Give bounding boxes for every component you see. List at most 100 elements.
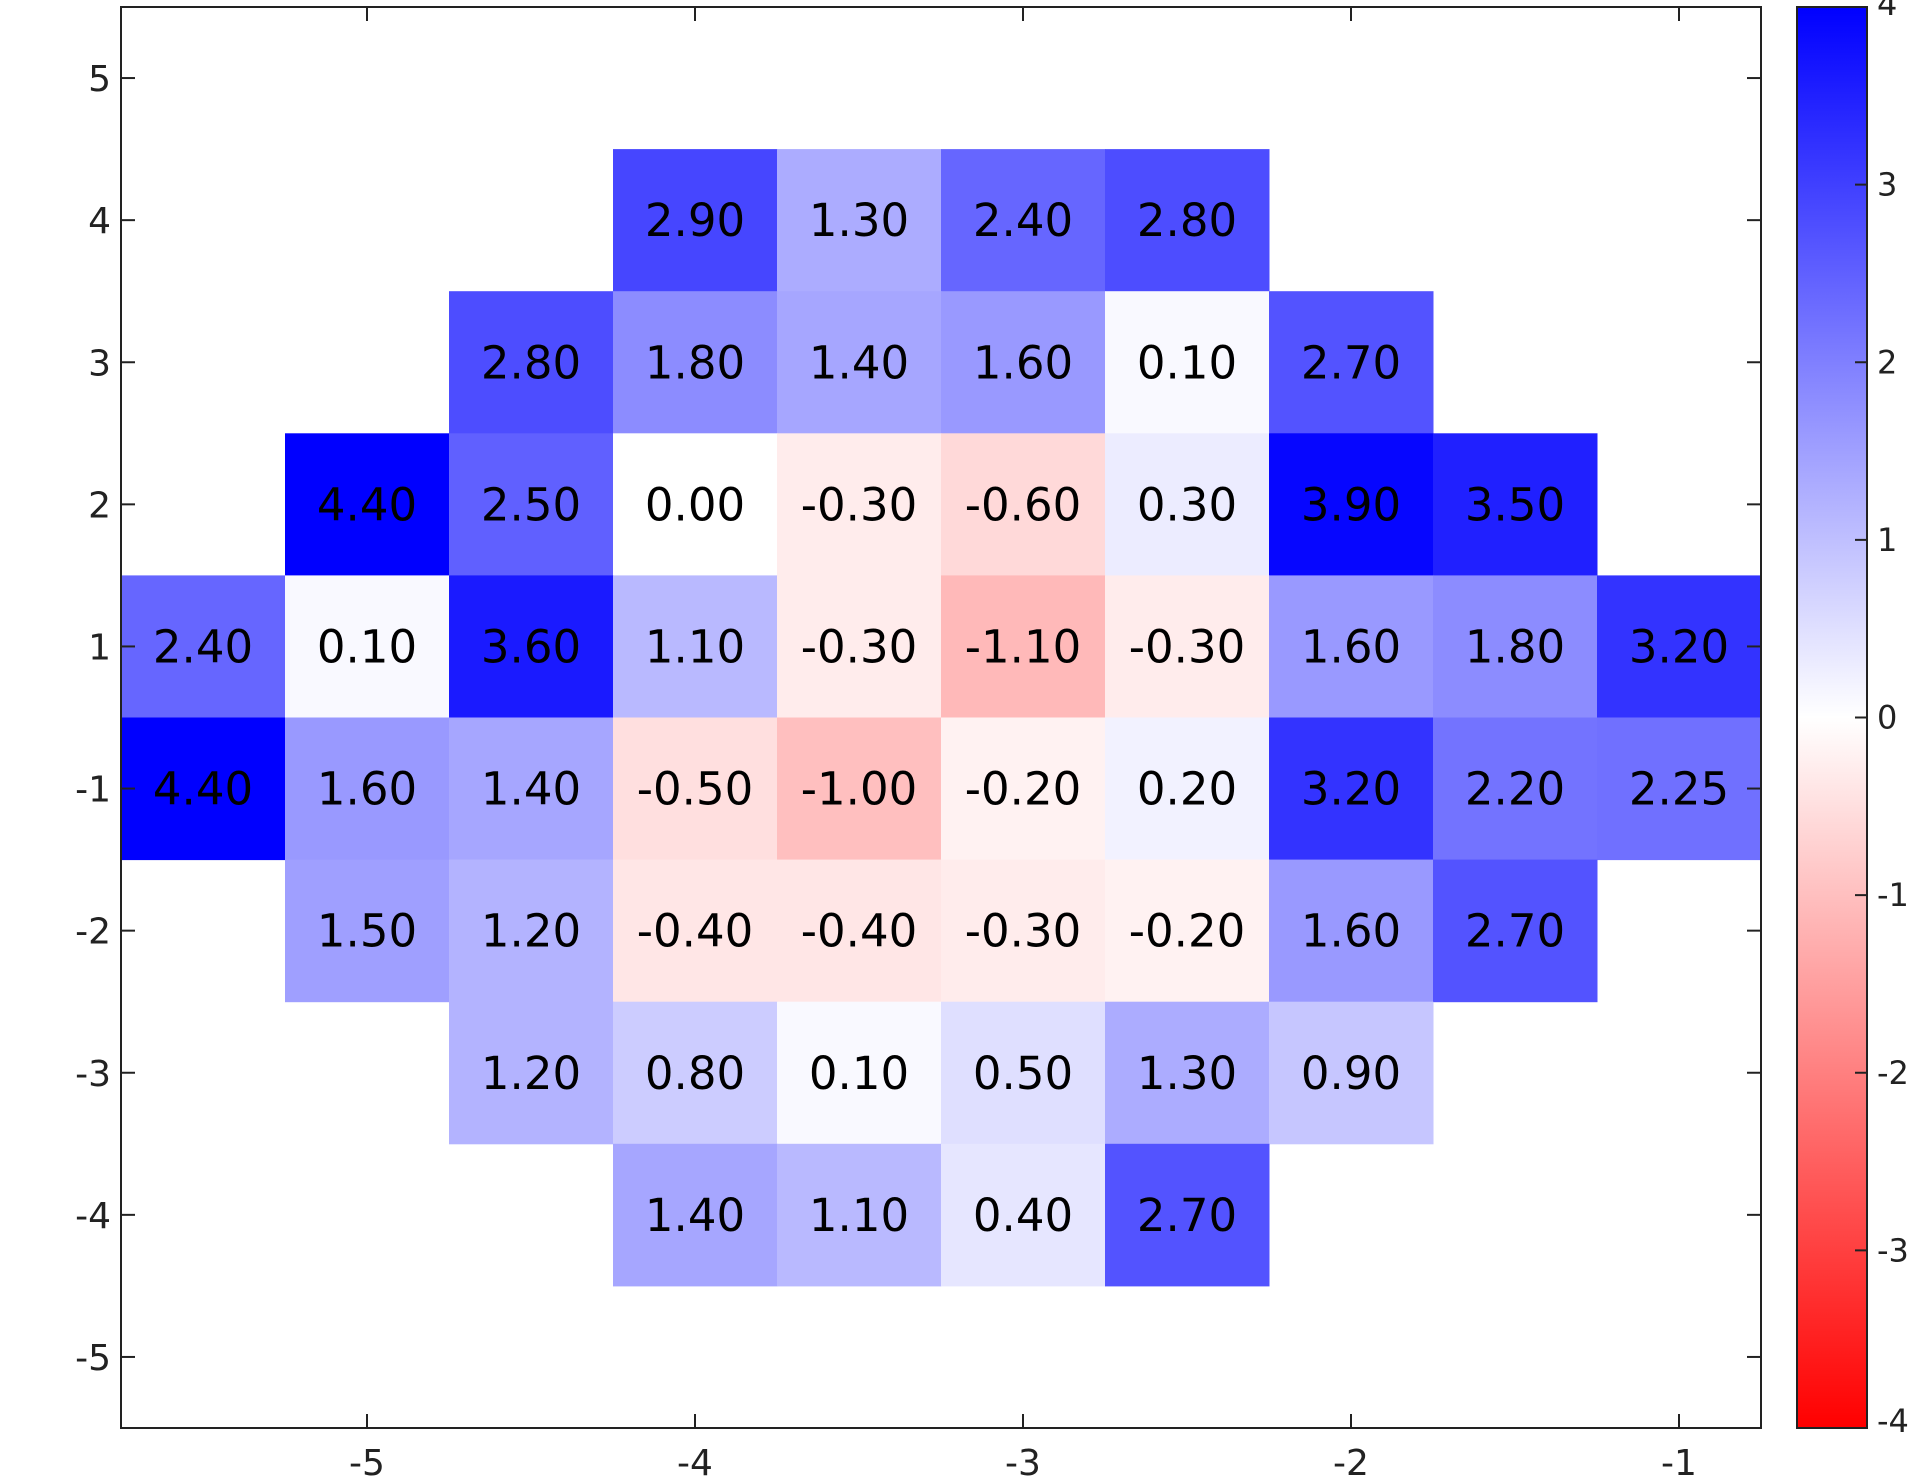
cell-value-label: 2.50	[481, 478, 581, 531]
cell-value-label: 2.20	[1465, 763, 1565, 816]
cell-value-label: 1.30	[809, 194, 909, 247]
heatmap-cell	[613, 1143, 778, 1287]
cell-value-label: 1.10	[809, 1189, 909, 1242]
heatmap-cell	[613, 859, 778, 1003]
heatmap-cell	[1597, 575, 1762, 718]
cell-value-label: 1.40	[809, 336, 909, 389]
colorbar-tick-label: 2	[1877, 343, 1897, 381]
heatmap-cell	[1269, 291, 1434, 434]
heatmap-cell	[285, 717, 450, 861]
cell-value-label: -0.20	[965, 763, 1081, 816]
plot-frame	[120, 6, 1762, 1429]
y-tick-label: -2	[75, 912, 111, 953]
heatmap-cell	[121, 575, 286, 718]
y-tick-label: -3	[75, 1054, 111, 1095]
y-tick-label: -4	[75, 1196, 111, 1237]
heatmap-cell	[613, 575, 778, 718]
heatmap-cell	[777, 433, 942, 576]
cell-value-label: -0.30	[801, 620, 917, 673]
cell-value-label: 4.40	[317, 478, 417, 531]
heatmap-cell	[1433, 859, 1598, 1003]
cell-value-label: 2.40	[153, 620, 253, 673]
colorbar-tick-label: 3	[1877, 166, 1897, 204]
x-tick-label: -3	[1005, 1443, 1041, 1478]
colorbar-tick-label: 0	[1877, 699, 1897, 737]
cell-value-label: 1.10	[645, 620, 745, 673]
heatmap-cell	[777, 859, 942, 1003]
y-tick-label: -1	[75, 770, 111, 811]
cell-value-label: -0.30	[1129, 620, 1245, 673]
cell-value-label: 2.40	[973, 194, 1073, 247]
cell-value-label: -1.10	[965, 620, 1081, 673]
cell-value-label: 0.30	[1137, 478, 1237, 531]
cell-value-label: 1.60	[973, 336, 1073, 389]
heatmap-cell	[285, 859, 450, 1003]
y-tick-label: -5	[75, 1338, 111, 1379]
cell-value-label: 0.00	[645, 478, 745, 531]
heatmap-cell	[1269, 433, 1434, 576]
cell-value-label: 0.10	[1137, 336, 1237, 389]
heatmap-cell	[777, 1143, 942, 1287]
heatmap-cell	[1105, 575, 1270, 718]
colorbar-tick-label: -4	[1877, 1402, 1909, 1440]
heatmap-cell	[1105, 149, 1270, 292]
heatmap-cell	[613, 149, 778, 292]
colorbar: 4 3 2 1 0 -1 -2 -3 -4	[1796, 0, 1909, 1440]
heatmap-cell	[777, 717, 942, 861]
heatmap-cell	[1269, 859, 1434, 1003]
cell-value-label: 1.50	[317, 905, 417, 958]
heatmap-cell	[613, 433, 778, 576]
cell-value-label: 1.20	[481, 1047, 581, 1100]
heatmap-cell	[613, 1001, 778, 1145]
heatmap-cell	[941, 433, 1106, 576]
cell-value-label: 1.60	[1301, 905, 1401, 958]
colorbar-tick-label: -1	[1877, 876, 1909, 914]
heatmap-cell	[1269, 1001, 1434, 1145]
heatmap-cell	[777, 575, 942, 718]
heatmap-cell	[449, 1001, 614, 1145]
cell-value-label: 0.10	[809, 1047, 909, 1100]
heatmap-cell	[941, 291, 1106, 434]
colorbar-tick-label: -2	[1877, 1054, 1909, 1092]
heatmap-cell	[941, 717, 1106, 861]
cell-value-label: 1.80	[1465, 620, 1565, 673]
heatmap-cell	[1597, 717, 1762, 861]
cell-value-label: 2.25	[1629, 763, 1729, 816]
heatmap-cell	[449, 291, 614, 434]
heatmap-cell	[1105, 717, 1270, 861]
heatmap-cell	[121, 717, 286, 861]
cell-value-label: 1.60	[317, 763, 417, 816]
heatmap-cell	[1269, 717, 1434, 861]
heatmap-cell	[777, 1001, 942, 1145]
heatmap-cell	[1105, 291, 1270, 434]
cell-value-label: 2.70	[1465, 905, 1565, 958]
cell-value-label: 3.20	[1629, 620, 1729, 673]
cell-value-label: 2.70	[1301, 336, 1401, 389]
y-tick-label: 4	[88, 201, 111, 242]
heatmap-cell	[1105, 1143, 1270, 1287]
cell-value-label: 1.40	[645, 1189, 745, 1242]
cell-value-label: -0.40	[801, 905, 917, 958]
heatmap-cell	[285, 575, 450, 718]
heatmap-cell	[1269, 575, 1434, 718]
cell-value-label: -0.40	[637, 905, 753, 958]
heatmap-cell	[1105, 433, 1270, 576]
heatmap-cell	[449, 859, 614, 1003]
cell-value-label: 0.40	[973, 1189, 1073, 1242]
heatmap-cell	[449, 433, 614, 576]
heatmap-cell	[941, 1143, 1106, 1287]
axis-ticks: -5 -4 -3 -2 -1 5 4 3 2 1 -1 -2 -3 -4 -5	[75, 7, 1761, 1478]
cell-value-label: -1.00	[801, 763, 917, 816]
x-tick-label: -1	[1661, 1443, 1697, 1478]
cell-value-label: 2.80	[1137, 194, 1237, 247]
cell-value-label: -0.30	[801, 478, 917, 531]
heatmap-cell	[613, 291, 778, 434]
heatmap-cell	[449, 575, 614, 718]
heatmap-cell	[613, 717, 778, 861]
cell-value-label: -0.60	[965, 478, 1081, 531]
cell-value-label: 0.20	[1137, 763, 1237, 816]
heatmap-cell	[941, 575, 1106, 718]
heatmap-cell	[1433, 433, 1598, 576]
y-tick-label: 3	[88, 343, 111, 384]
